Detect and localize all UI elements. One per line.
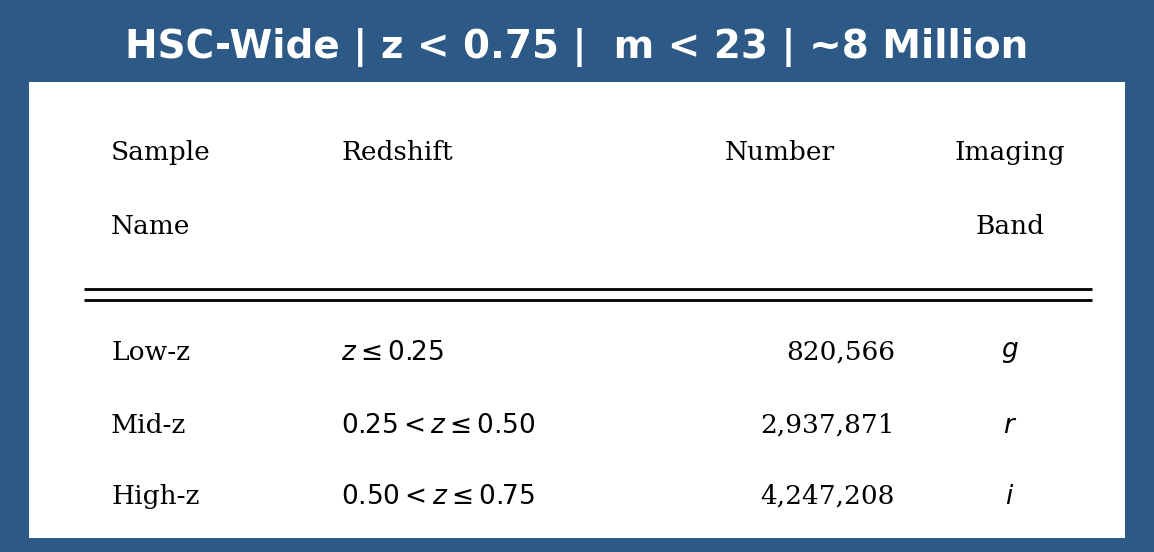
Text: 2,937,871: 2,937,871 <box>760 413 896 438</box>
Text: Mid-z: Mid-z <box>111 413 187 438</box>
Text: $g$: $g$ <box>1002 339 1019 364</box>
Text: Band: Band <box>975 214 1044 238</box>
Text: Redshift: Redshift <box>342 140 452 165</box>
Text: 820,566: 820,566 <box>786 339 896 364</box>
Text: Sample: Sample <box>111 140 211 165</box>
Text: HSC-Wide | z < 0.75 |  m < 23 | ~8 Million: HSC-Wide | z < 0.75 | m < 23 | ~8 Millio… <box>126 28 1028 67</box>
Text: Imaging: Imaging <box>954 140 1065 165</box>
Text: $z \leq 0.25$: $z \leq 0.25$ <box>342 339 444 364</box>
Text: $0.25 < z \leq 0.50$: $0.25 < z \leq 0.50$ <box>342 413 537 438</box>
FancyBboxPatch shape <box>29 14 1125 82</box>
Text: $r$: $r$ <box>1003 413 1017 438</box>
Text: $i$: $i$ <box>1005 484 1014 509</box>
Text: Name: Name <box>111 214 190 238</box>
Text: Low-z: Low-z <box>111 339 190 364</box>
FancyBboxPatch shape <box>29 82 1125 538</box>
Text: $0.50 < z \leq 0.75$: $0.50 < z \leq 0.75$ <box>342 484 535 509</box>
Text: High-z: High-z <box>111 484 200 509</box>
Text: Number: Number <box>725 140 834 165</box>
Text: 4,247,208: 4,247,208 <box>760 484 896 509</box>
